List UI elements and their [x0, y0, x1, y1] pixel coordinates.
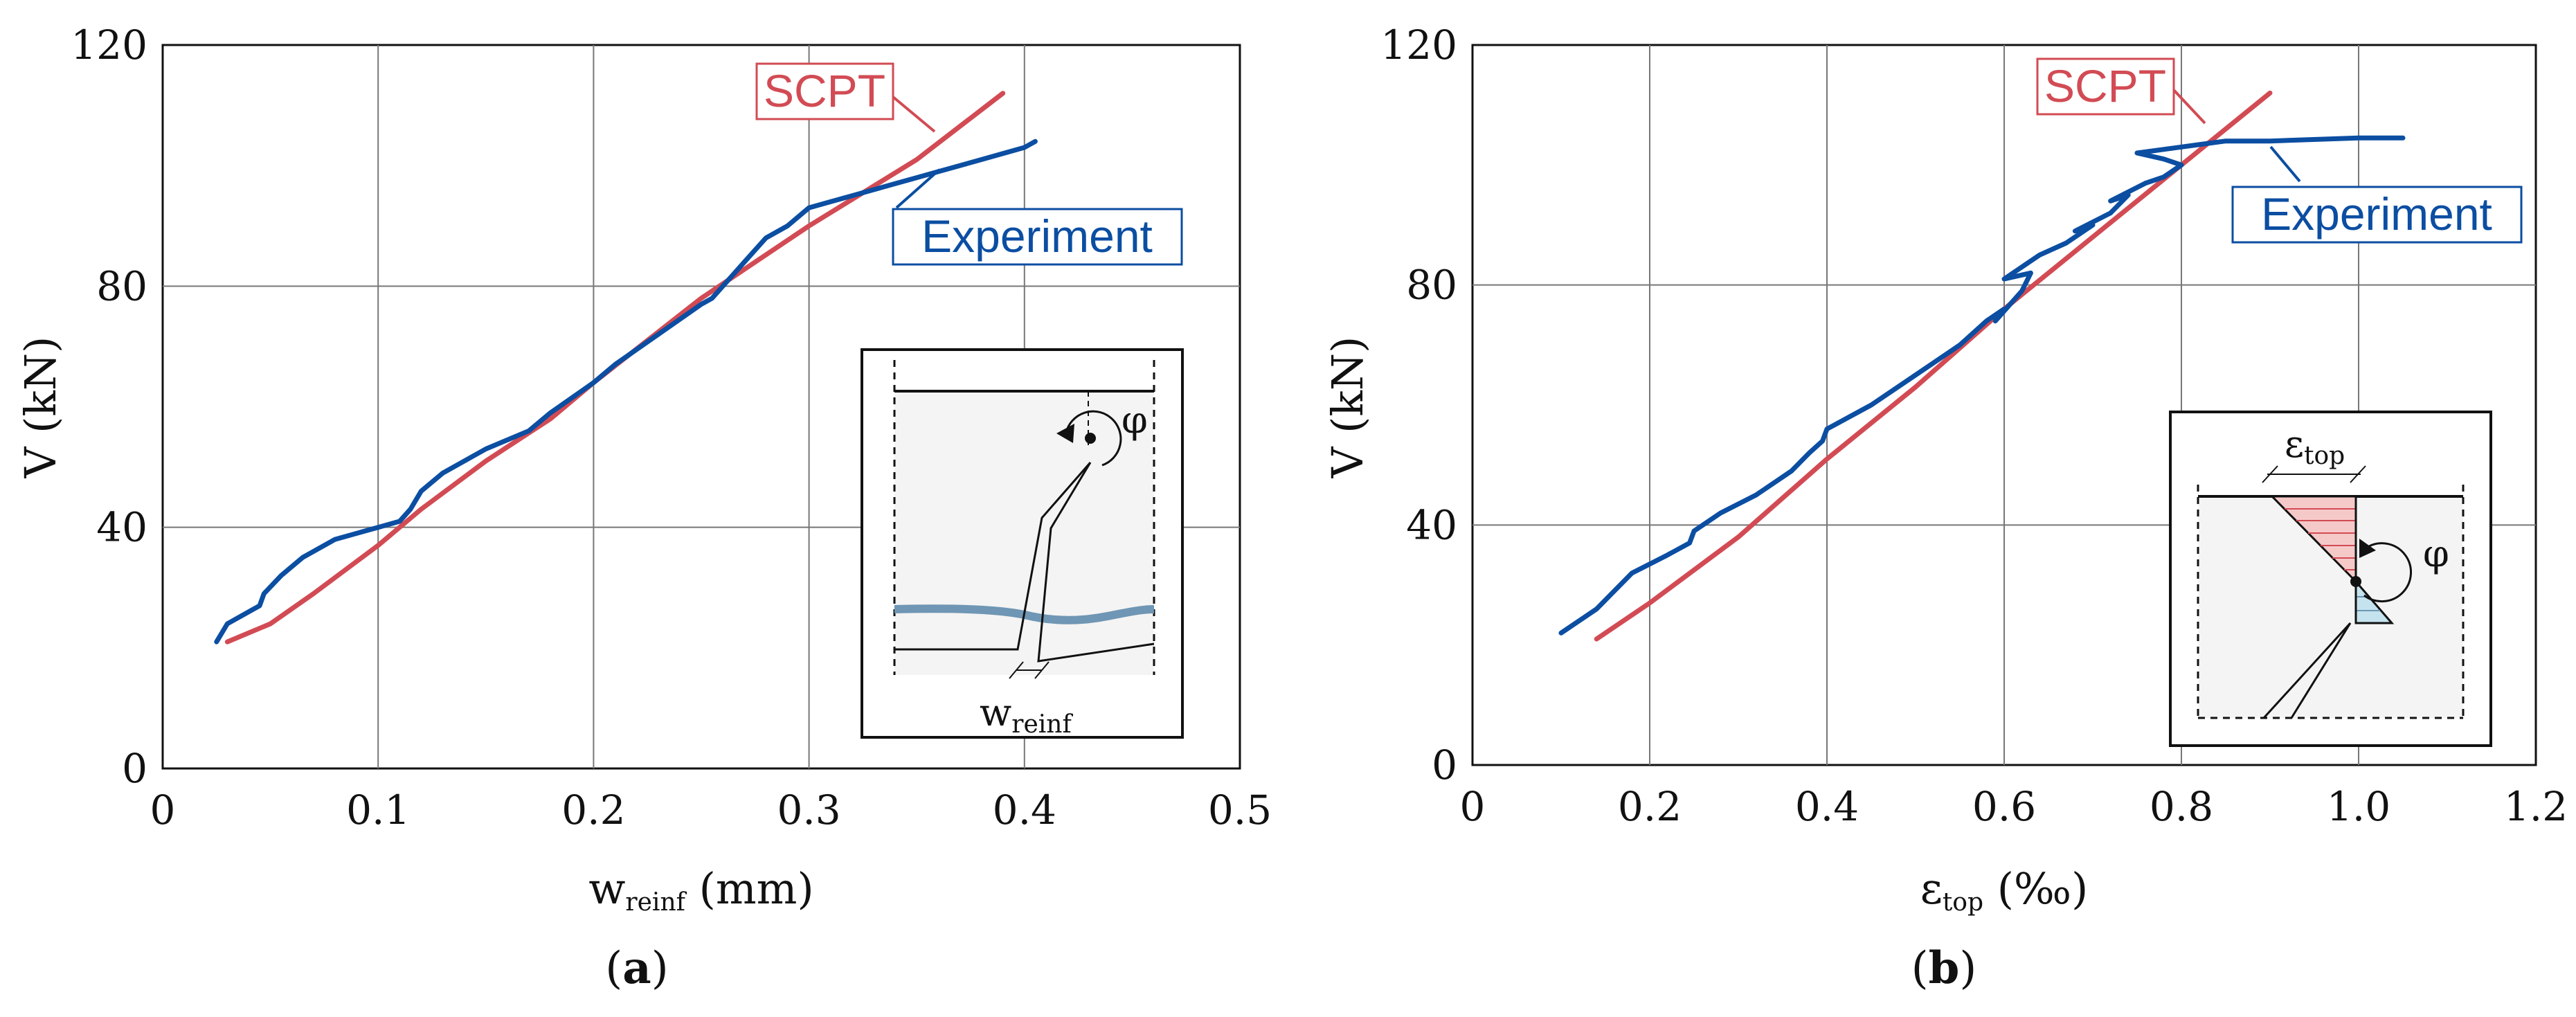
plot-a-ytick-label-0: 0: [122, 745, 147, 792]
inset-b-dim-tick-right: [2350, 465, 2366, 483]
inset-b-eps-label: εtop: [2285, 422, 2345, 470]
plot-b-xtick-label-1: 0.2: [1618, 783, 1682, 830]
inset-b-pivot-dot: [2350, 576, 2361, 587]
plot-a-xlabel-main: w: [588, 863, 625, 914]
inset-b-rotation-arrowhead: [2359, 539, 2376, 558]
inset-b-rotation-arc: [2363, 542, 2412, 603]
plot-b-ytick-label-3: 120: [1380, 21, 1457, 69]
inset-b-crack: [2262, 622, 2352, 719]
plot-b-legend-experiment-text: Experiment: [2261, 188, 2492, 240]
plot-b-ticks: 0 0.2 0.4 0.6 0.8 1.0 1.2 0 40 80 120: [1380, 21, 2568, 830]
plot-b-series: [1558, 90, 2406, 642]
inset-b-compression-hatch: [2285, 508, 2356, 570]
plot-b-series-experiment: [1558, 135, 2406, 636]
plot-a-ytick-label-2: 80: [96, 262, 147, 309]
plot-b-xtick-label-2: 0.4: [1795, 783, 1859, 830]
inset-a-phi: φ: [1122, 398, 1148, 442]
plot-b-ytick-label-0: 0: [1432, 741, 1457, 789]
plot-b-series-scpt: [1594, 90, 2273, 642]
plot-b-legend-experiment: Experiment: [2231, 145, 2523, 244]
inset-a-beam: [894, 391, 1154, 675]
plot-a-legend-scpt-text: SCPT: [764, 65, 885, 116]
plot-b-xtick-label-5: 1.0: [2327, 783, 2390, 830]
panel-b-label: (b): [1911, 942, 1977, 994]
inset-a-pivot-dot: [1085, 433, 1096, 444]
plot-a-ylabel: V (kN): [15, 336, 66, 479]
plot-b-ytick-label-1: 40: [1406, 501, 1457, 548]
inset-b-phi: φ: [2423, 532, 2449, 575]
inset-a-w-label: wreinf: [980, 691, 1073, 739]
plot-a-xlabel-sub: reinf: [625, 888, 687, 917]
plot-a-xtick-label-2: 0.2: [561, 786, 625, 834]
plot-a-xtick-label-4: 0.4: [993, 786, 1056, 834]
plot-b-legend-scpt-leader: [2172, 89, 2206, 125]
plot-b-xtick-label-3: 0.6: [1972, 783, 2036, 830]
inset-a-dim-tick-left: [1009, 661, 1024, 679]
plot-b-legend-scpt-box: [2036, 57, 2175, 116]
plot-a-legend-scpt-leader: [892, 96, 936, 133]
plot-b-ytick-label-2: 80: [1406, 262, 1457, 309]
inset-a-dim-tick-right: [1034, 661, 1050, 679]
plot-b-inset: φ εtop: [2169, 411, 2492, 747]
plot-b-xlabel-unit: (‰): [1983, 863, 2088, 914]
inset-a-rebar: [894, 604, 1155, 624]
inset-b-eps-main: ε: [2285, 422, 2304, 466]
panel-a-letter: a: [622, 942, 651, 994]
plot-b-legend-scpt-text: SCPT: [2044, 60, 2166, 111]
inset-b-eps-sub: top: [2304, 442, 2345, 470]
plot-b-xtick-label-0: 0: [1460, 783, 1486, 830]
plot-b-legend-experiment-box: [2231, 186, 2523, 244]
plot-b-xlabel-main: ε: [1920, 863, 1943, 914]
plot-a-inset: φ wreinf: [861, 348, 1184, 739]
plot-a-legend-experiment: Experiment: [892, 168, 1183, 266]
inset-a-rotation-arrowhead: [1056, 424, 1074, 443]
plot-b-xtick-label-4: 0.8: [2150, 783, 2213, 830]
plot-b-xlabel-sub: top: [1943, 888, 1983, 917]
plot-a-xtick-label-1: 0.1: [346, 786, 410, 834]
plot-a-ytick-label-1: 40: [96, 504, 147, 551]
plot-b-legend-scpt: SCPT: [2036, 57, 2206, 125]
plot-a-frame: [161, 44, 1241, 770]
panel-b-letter: b: [1929, 942, 1960, 994]
plot-a-legend-experiment-text: Experiment: [921, 210, 1153, 262]
panel-a-label: (a): [605, 942, 668, 994]
plot-a-legend-experiment-box: [892, 208, 1183, 266]
plot-b-legend-experiment-leader: [2269, 145, 2301, 183]
inset-a-rotation-arc: [1065, 410, 1122, 467]
plot-a-series-experiment: [214, 138, 1038, 645]
plot-a-xlabel-unit: (mm): [685, 863, 814, 914]
plot-a-xtick-label-3: 0.3: [777, 786, 840, 834]
inset-a-w-sub: reinf: [1011, 710, 1073, 739]
plot-a-ytick-label-3: 120: [71, 21, 147, 69]
plot-b-xtick-label-6: 1.2: [2504, 783, 2568, 830]
plot-a-series-scpt: [224, 91, 1006, 645]
panel-b: 0 0.2 0.4 0.6 0.8 1.0 1.2 0 40 80 120 V (kN) εtop …: [1322, 21, 2568, 994]
plot-a-series: [214, 91, 1038, 645]
plot-a-ticks: 0 0.1 0.2 0.3 0.4 0.5 0 40 80 120: [71, 21, 1272, 834]
inset-b-dim-tick-left: [2262, 465, 2278, 483]
inset-a-w-main: w: [980, 691, 1011, 735]
plot-a-legend-experiment-leader: [895, 168, 941, 209]
plot-a-legend-scpt-box: [755, 62, 894, 120]
plot-a-legend-scpt: SCPT: [755, 62, 936, 133]
inset-a-right-segment: [1037, 462, 1155, 663]
plot-b-xlabel: εtop (‰): [1920, 863, 2089, 917]
inset-a-left-segment: [894, 462, 1092, 651]
plot-a-xtick-label-5: 0.5: [1208, 786, 1272, 834]
plot-b-ylabel: V (kN): [1322, 336, 1373, 479]
plot-a-xtick-label-0: 0: [150, 786, 176, 834]
plot-a-xlabel: wreinf (mm): [588, 863, 813, 917]
